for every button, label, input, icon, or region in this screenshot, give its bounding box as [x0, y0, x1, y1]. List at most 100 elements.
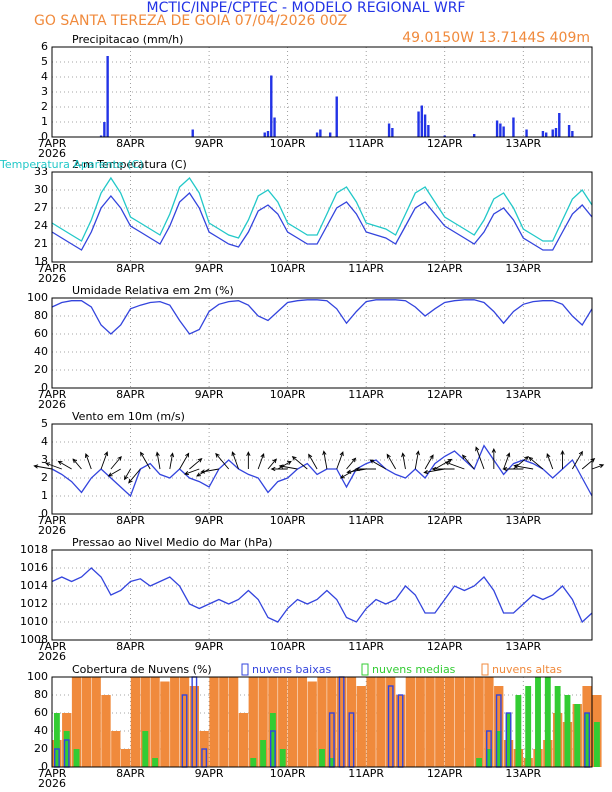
cloud-bar: [435, 677, 445, 767]
legend-label: Temperatura Aparente (C): [0, 158, 144, 171]
wind-arrow: [57, 460, 72, 470]
y-tick-label: 80: [34, 309, 48, 322]
cloud-bar: [317, 677, 327, 767]
y-tick-label: 1016: [20, 561, 48, 574]
cloud-bar: [278, 677, 288, 767]
wind-arrow: [257, 452, 265, 470]
cloud-bar: [219, 677, 229, 767]
x-tick-label: 10APR: [270, 137, 306, 150]
x-tick-label: 13APR: [505, 767, 541, 780]
bar: [571, 131, 574, 137]
cloud-bar: [150, 677, 160, 767]
legend-label: nuvens altas: [492, 663, 562, 676]
cloud-bar: [130, 677, 141, 767]
bar: [554, 128, 558, 137]
wind-arrow: [503, 452, 511, 470]
cloud-bar: [228, 677, 239, 767]
y-tick-label: 27: [34, 201, 48, 214]
x-tick-label: 13APR: [505, 514, 541, 527]
wind-arrow: [434, 458, 453, 470]
cloud-bar: [474, 677, 484, 767]
wind-arrow: [128, 468, 141, 484]
plot-frame: [51, 46, 593, 138]
x-year-label: 2026: [38, 650, 66, 663]
x-tick-label: 13APR: [505, 262, 541, 275]
y-tick-label: 1018: [20, 543, 48, 556]
bar: [443, 135, 446, 137]
wind-arrow: [124, 468, 131, 481]
y-tick-label: 0: [41, 507, 48, 520]
wind-arrow: [100, 451, 109, 470]
y-tick-label: 80: [34, 688, 48, 701]
x-tick-label: 11APR: [348, 388, 384, 401]
x-tick-label: 10APR: [270, 388, 306, 401]
cloud-bar: [101, 695, 111, 767]
wind-arrow: [107, 468, 121, 477]
y-tick-label: 1: [41, 489, 48, 502]
cloud-bar: [258, 677, 268, 767]
cloud-bar: [319, 749, 325, 767]
x-tick-label: 11APR: [348, 514, 384, 527]
cloud-bar: [142, 731, 149, 767]
wind-arrow: [215, 452, 230, 470]
x-tick-label: 7APR: [38, 262, 67, 275]
x-tick-label: 8APR: [116, 514, 145, 527]
x-tick-label: 10APR: [270, 640, 306, 653]
series-line: [51, 192, 593, 251]
wind-arrow: [33, 464, 53, 470]
cloud-bar: [356, 686, 366, 767]
plot-frame: [51, 171, 593, 263]
x-tick-label: 12APR: [427, 137, 463, 150]
series-line: [51, 444, 593, 498]
wind-arrow: [591, 464, 605, 470]
wind-arrow: [491, 447, 496, 469]
wind-arrow: [270, 466, 288, 472]
plot-frame: [51, 297, 593, 389]
x-tick-label: 12APR: [427, 640, 463, 653]
x-tick-label: 8APR: [116, 137, 145, 150]
cloud-bar: [425, 677, 435, 767]
cloud-bar: [584, 713, 591, 767]
wind-arrow: [336, 451, 344, 470]
main-title: MCTIC/INPE/CPTEC - MODELO REGIONAL WRF: [147, 0, 466, 16]
cloud-bar: [336, 677, 347, 767]
bar: [427, 125, 430, 137]
y-tick-label: 2: [41, 471, 48, 484]
x-tick-label: 12APR: [427, 262, 463, 275]
plot-frame: [51, 423, 593, 515]
cloud-bar: [53, 713, 60, 767]
bar: [512, 117, 515, 137]
wind-arrow: [354, 466, 376, 472]
x-tick-label: 9APR: [195, 640, 224, 653]
bar: [525, 129, 528, 137]
wind-arrow: [339, 468, 357, 479]
bar: [106, 56, 109, 137]
legend-swatch: [481, 663, 489, 676]
bar: [544, 132, 548, 137]
cloud-bar: [395, 695, 406, 767]
x-tick-label: 9APR: [195, 514, 224, 527]
x-tick-label: 11APR: [348, 767, 384, 780]
bar: [99, 135, 103, 137]
legend-label: nuvens medias: [372, 663, 456, 676]
cloud-bar: [179, 677, 190, 767]
wind-arrow: [528, 456, 544, 470]
x-tick-label: 9APR: [195, 262, 224, 275]
bar: [558, 113, 561, 137]
x-year-label: 2026: [38, 147, 66, 160]
wind-arrow: [444, 461, 465, 470]
cloud-bar: [81, 677, 92, 767]
x-year-label: 2026: [38, 272, 66, 285]
y-tick-label: 60: [34, 706, 48, 719]
y-tick-label: 40: [34, 724, 48, 737]
y-tick-label: 33: [34, 165, 48, 178]
wind-arrow: [189, 458, 203, 470]
y-tick-label: 21: [34, 237, 48, 250]
x-tick-label: 8APR: [116, 262, 145, 275]
wind-arrow: [278, 464, 298, 470]
cloud-bar: [73, 749, 80, 767]
cloud-bar: [297, 677, 308, 767]
cloud-bar: [120, 749, 131, 767]
series-line: [51, 567, 593, 624]
